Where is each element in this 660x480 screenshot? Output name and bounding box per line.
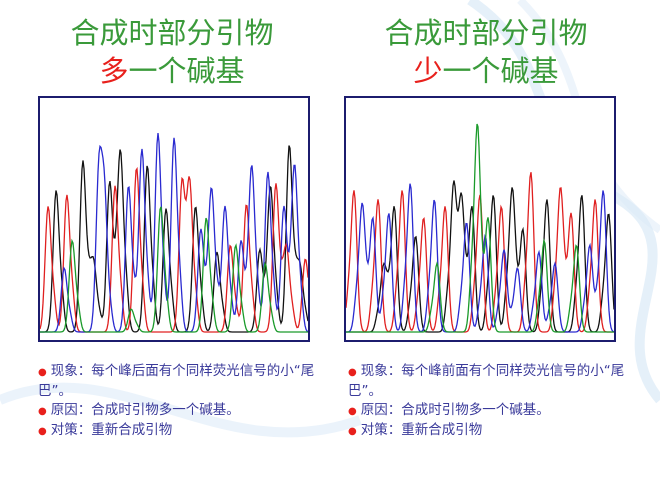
left-chromatogram-panel: [38, 96, 310, 342]
trace-series-2: [346, 183, 614, 333]
bullet-icon: ●: [348, 426, 357, 437]
trace-series-0: [346, 180, 614, 333]
left-title: 合成时部分引物 多一个碱基: [22, 14, 322, 90]
right-note-item: ● 现象：每个峰前面有个同样荧光信号的小“尾巴”。: [348, 362, 633, 401]
right-notes: ● 现象：每个峰前面有个同样荧光信号的小“尾巴”。 ● 原因：合成时引物多一个碱基。…: [348, 362, 633, 441]
right-note-item: ● 原因：合成时引物多一个碱基。: [348, 401, 633, 421]
left-note-item: ● 原因：合成时引物多一个碱基。: [38, 401, 323, 421]
bullet-icon: ●: [38, 367, 47, 378]
left-notes: ● 现象：每个峰后面有个同样荧光信号的小“尾巴”。 ● 原因：合成时引物多一个碱基。…: [38, 362, 323, 441]
right-title-line2: 少一个碱基: [336, 52, 636, 90]
right-chromatogram: [346, 123, 614, 333]
bullet-icon: ●: [348, 367, 357, 378]
right-title: 合成时部分引物 少一个碱基: [336, 14, 636, 90]
left-title-line2: 多一个碱基: [22, 52, 322, 90]
left-title-rest: 一个碱基: [128, 54, 245, 88]
left-note-text: 对策：重新合成引物: [50, 422, 173, 438]
left-note-text: 原因：合成时引物多一个碱基。: [50, 402, 240, 418]
right-note-item: ● 对策：重新合成引物: [348, 421, 633, 441]
right-title-line1: 合成时部分引物: [384, 16, 588, 50]
left-note-text: 现象：每个峰后面有个同样荧光信号的小“尾巴”。: [38, 363, 315, 399]
right-note-text: 对策：重新合成引物: [360, 422, 483, 438]
bullet-icon: ●: [38, 406, 47, 417]
left-title-line1: 合成时部分引物: [70, 16, 274, 50]
left-title-highlight: 多: [99, 54, 129, 88]
left-note-item: ● 现象：每个峰后面有个同样荧光信号的小“尾巴”。: [38, 362, 323, 401]
right-title-rest: 一个碱基: [442, 54, 559, 88]
right-note-text: 现象：每个峰前面有个同样荧光信号的小“尾巴”。: [348, 363, 625, 399]
trace-series-3: [40, 206, 308, 333]
right-note-text: 原因：合成时引物多一个碱基。: [360, 402, 550, 418]
left-note-item: ● 对策：重新合成引物: [38, 421, 323, 441]
bullet-icon: ●: [38, 426, 47, 437]
left-chromatogram: [40, 133, 308, 333]
right-title-highlight: 少: [413, 54, 443, 88]
right-chromatogram-panel: [344, 96, 616, 342]
trace-series-3: [346, 123, 614, 333]
bullet-icon: ●: [348, 406, 357, 417]
